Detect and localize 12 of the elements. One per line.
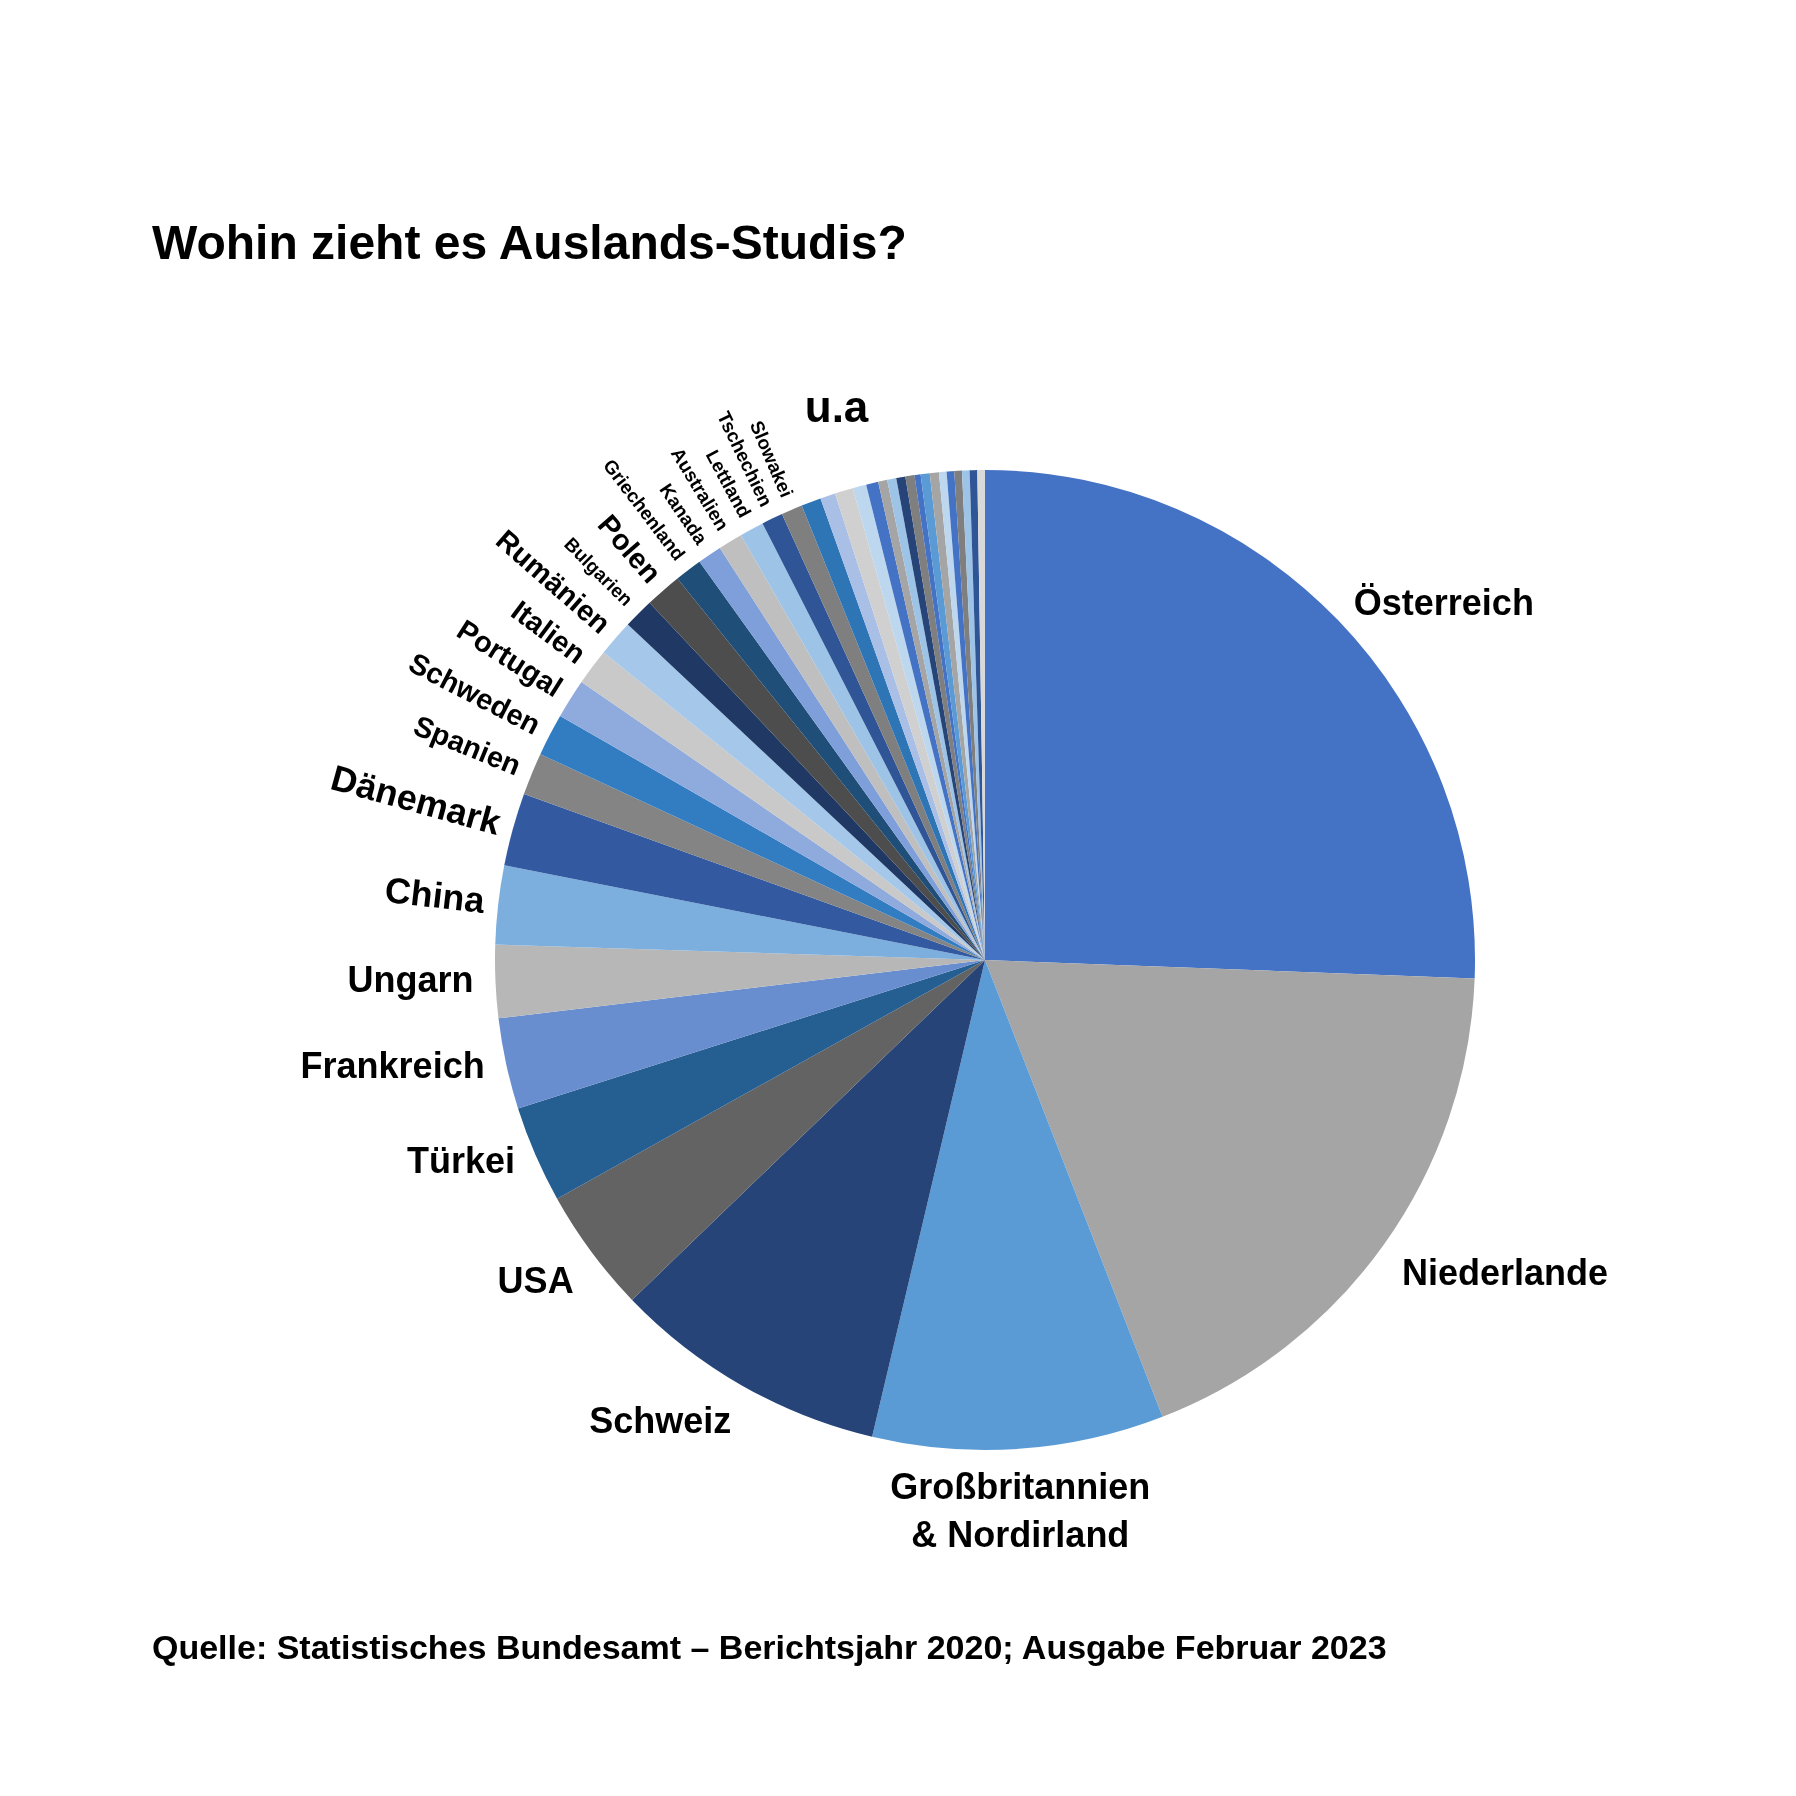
chart-title: Wohin zieht es Auslands-Studis? bbox=[152, 215, 907, 270]
source-note: Quelle: Statistisches Bundesamt – Berichtsjahr 2020; Ausgabe Februar 2023 bbox=[152, 1628, 1387, 1667]
text: u.a bbox=[804, 382, 869, 432]
slice-label: Frankreich bbox=[300, 1045, 485, 1087]
slice-label: Türkei bbox=[407, 1140, 516, 1182]
slice-label: Österreich bbox=[1353, 581, 1534, 623]
slice-label: Ungarn bbox=[347, 959, 474, 1001]
slice-label: Schweiz bbox=[589, 1399, 732, 1441]
slice-label: USA bbox=[497, 1259, 574, 1301]
slice-label: Großbritannien & Nordirland bbox=[890, 1465, 1151, 1556]
slice-label: Niederlande bbox=[1402, 1251, 1609, 1293]
slice-label: China bbox=[382, 868, 488, 922]
